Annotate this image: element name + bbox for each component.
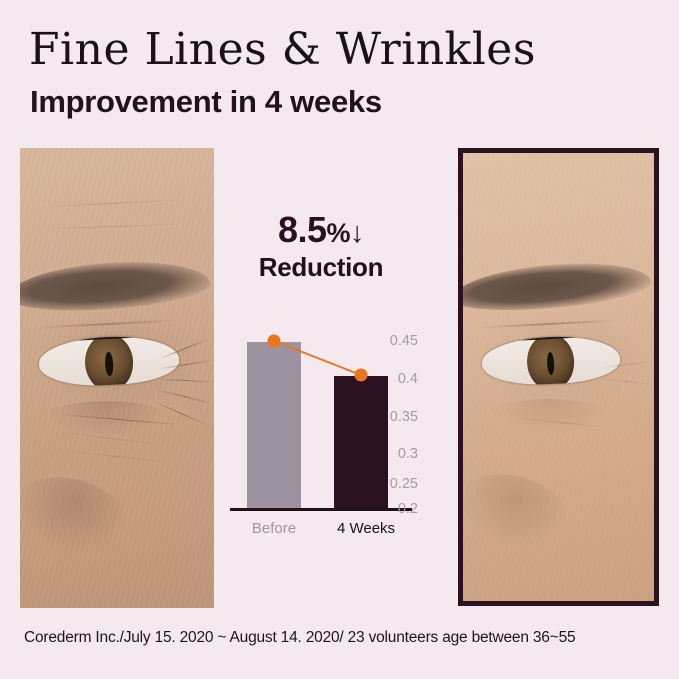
trend-line xyxy=(267,334,368,382)
trend-point-4-weeks xyxy=(354,368,368,382)
study-footnote: Corederm Inc./July 15. 2020 ~ August 14.… xyxy=(24,629,576,646)
page-title: Fine Lines & Wrinkles xyxy=(29,24,536,75)
after-iris xyxy=(526,333,576,388)
bar-4-weeks xyxy=(334,376,388,510)
after-pupil xyxy=(546,351,556,376)
trend-point-before xyxy=(267,334,281,348)
before-photo xyxy=(20,148,214,608)
reduction-label: Reduction xyxy=(258,252,384,282)
ytick-0-2: 0.2 xyxy=(397,501,418,517)
reduction-value-row: 8.5%↓ xyxy=(228,212,414,248)
ytick-0-4: 0.4 xyxy=(397,371,418,387)
chart-plot-area xyxy=(228,330,410,510)
chart-x-labels: Before 4 Weeks xyxy=(228,518,410,540)
page-subtitle: Improvement in 4 weeks xyxy=(30,84,382,119)
before-pupil xyxy=(104,351,114,377)
after-undereye-shadow xyxy=(485,399,612,436)
before-undereye-shadow xyxy=(43,401,172,438)
after-photo xyxy=(458,148,659,606)
ytick-0-3: 0.3 xyxy=(397,446,418,462)
xlabel-4-weeks: 4 Weeks xyxy=(336,520,396,537)
ytick-0-35: 0.35 xyxy=(389,409,418,425)
down-arrow-icon: ↓ xyxy=(350,217,365,249)
wrinkle-reduction-chart: 0.45 0.4 0.35 0.3 0.25 0.2 Before 4 Week… xyxy=(228,330,418,545)
percent-sign: % xyxy=(326,218,351,248)
ytick-0-45: 0.45 xyxy=(389,333,418,349)
xlabel-before: Before xyxy=(251,520,297,537)
before-iris xyxy=(84,332,135,389)
reduction-callout: 8.5%↓ Reduction xyxy=(228,212,414,283)
ytick-0-25: 0.25 xyxy=(389,476,418,492)
chart-baseline xyxy=(230,508,412,511)
bar-before xyxy=(247,342,301,510)
reduction-value: 8.5 xyxy=(277,209,327,250)
